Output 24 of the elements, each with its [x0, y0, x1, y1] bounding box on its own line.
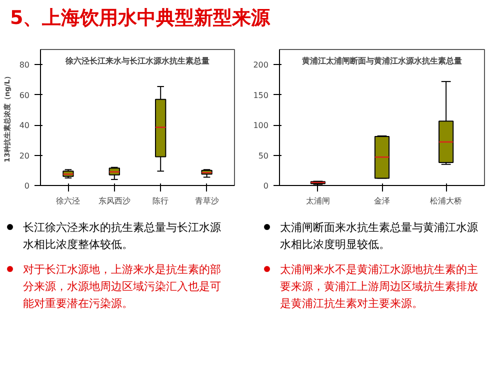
y-tick-label: 80 — [19, 60, 30, 70]
y-tick-label: 20 — [19, 151, 30, 160]
x-tick-label: 金泽 — [374, 196, 390, 206]
x-tick-label: 松浦大桥 — [430, 196, 462, 206]
x-tick-label: 太浦闸 — [306, 196, 330, 206]
x-tick-label: 青草沙 — [194, 196, 219, 206]
y-tick-label: 60 — [19, 90, 30, 100]
x-tick-label: 东风西沙 — [98, 196, 130, 206]
y-tick-label: 200 — [253, 60, 269, 70]
x-tick-label: 陈行 — [152, 196, 169, 206]
text: 5、上海饮用水中典型新型来源 — [10, 6, 270, 31]
y-tick-label: 50 — [258, 151, 269, 160]
y-tick-label: 150 — [253, 90, 269, 100]
x-tick-label: 徐六泾 — [56, 196, 80, 206]
y-tick-label: 40 — [19, 121, 30, 130]
text: 徐六泾长江来水与长江水源水抗生素总量 — [64, 56, 210, 66]
text: 长江徐六泾来水的抗生素总量与长江水源水相比浓度整体较低。 — [23, 220, 222, 254]
text: 对于长江水源地，上游来水是抗生素的部分来源，水源地周边区域污染汇入也是可能对重要潜在污染源。 — [23, 262, 222, 312]
text: 黄浦江太浦闸断面与黄浦江水源水抗生素总量 — [301, 56, 462, 66]
text: 太浦闸来水不是黄浦江水源地抗生素的主要来源，黄浦江上游周边区域抗生素排放是黄浦江抗生素对主要来源。 — [280, 262, 479, 312]
y-tick-label: 0 — [263, 182, 269, 191]
y-tick-label: 0 — [24, 182, 30, 191]
text: 太浦闸断面来水抗生素总量与黄浦江水源水相比浓度明显较低。 — [280, 220, 479, 254]
y-tick-label: 100 — [253, 121, 269, 130]
